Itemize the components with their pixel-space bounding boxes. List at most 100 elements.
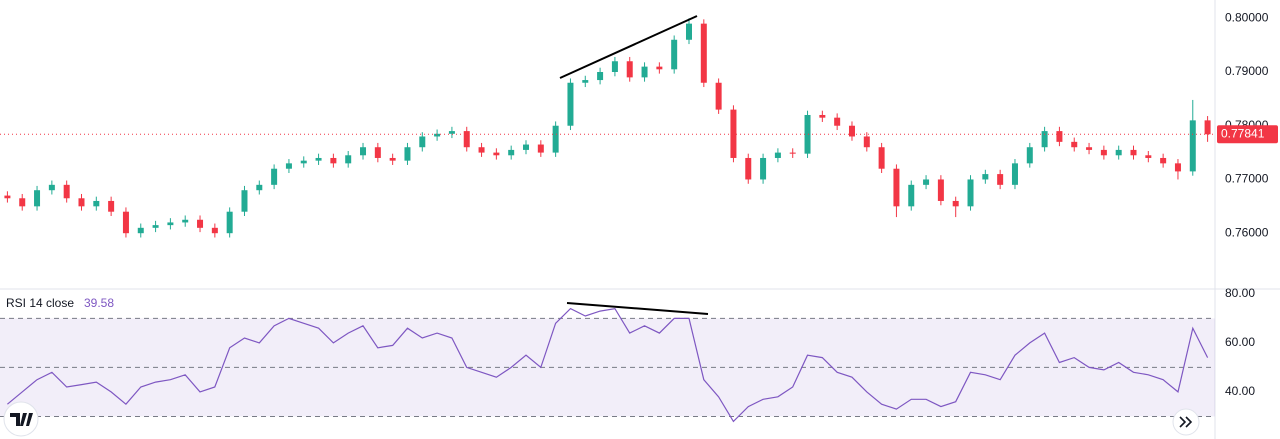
candle-body <box>300 160 307 164</box>
candle-body <box>937 179 944 201</box>
candle-body <box>567 82 574 126</box>
candle-body <box>1086 147 1093 150</box>
rsi-pane: 40.00 60.00 80.00 <box>0 286 1255 423</box>
candle-body <box>641 66 648 78</box>
candle-body <box>167 222 174 226</box>
y-tick-label: 0.79000 <box>1225 64 1269 78</box>
candle-body <box>1189 120 1196 172</box>
candle-body <box>211 227 218 234</box>
candle-body <box>345 155 352 164</box>
candle-body <box>537 144 544 153</box>
candle-body <box>1174 163 1181 172</box>
candle-body <box>152 225 159 228</box>
candle-body <box>271 168 278 185</box>
rsi-line <box>7 307 1209 423</box>
candle-body <box>952 200 959 207</box>
candle-body <box>730 109 737 158</box>
y-tick-label: 60.00 <box>1225 335 1255 349</box>
candle-body <box>419 136 426 148</box>
candle-body <box>997 174 1004 185</box>
candle-body <box>1204 120 1211 135</box>
y-tick-label: 40.00 <box>1225 384 1255 398</box>
candle-body <box>878 147 885 169</box>
last-price-label: 0.77841 <box>1221 126 1265 140</box>
candle-body <box>285 163 292 169</box>
candle-body <box>685 23 692 40</box>
candle-body <box>1056 131 1063 142</box>
price-pane: 0.760000.770000.780000.790000.800000.778… <box>0 10 1278 239</box>
trendline <box>559 15 698 79</box>
candle-body <box>4 195 11 199</box>
logo <box>3 401 39 437</box>
candle-body <box>1041 131 1048 148</box>
candle-body <box>967 179 974 207</box>
candle-body <box>789 152 796 154</box>
candle-body <box>819 114 826 118</box>
candle-body <box>611 61 618 72</box>
candle-body <box>374 147 381 158</box>
candle-body <box>360 147 367 156</box>
candle-body <box>982 174 989 180</box>
candle-body <box>582 80 589 83</box>
candle-body <box>182 219 189 223</box>
candle-body <box>760 157 767 180</box>
candle-body <box>1100 149 1107 156</box>
candle-body <box>463 131 470 148</box>
candle-body <box>1071 141 1078 148</box>
rsi-value: 39.58 <box>84 296 114 310</box>
y-tick-label: 0.80000 <box>1225 10 1269 24</box>
candle-body <box>715 82 722 110</box>
candle-body <box>597 72 604 81</box>
candle-body <box>908 184 915 207</box>
candle-body <box>493 152 500 156</box>
candle-body <box>256 184 263 191</box>
candle-body <box>478 147 485 153</box>
rsi-title: RSI 14 close <box>6 296 74 310</box>
candle-body <box>34 190 41 207</box>
y-tick-label: 0.77000 <box>1225 172 1269 186</box>
candle-body <box>863 136 870 148</box>
candle-body <box>508 149 515 156</box>
candle-body <box>93 200 100 207</box>
y-tick-label: 0.76000 <box>1225 225 1269 239</box>
candle-body <box>122 211 129 234</box>
candle-body <box>404 147 411 161</box>
candle-body <box>523 144 530 150</box>
candle-body <box>434 133 441 137</box>
candle-body <box>1115 149 1122 156</box>
candle-body <box>48 184 55 191</box>
candle-body <box>1026 147 1033 164</box>
candle-body <box>656 66 663 70</box>
candle-body <box>1011 163 1018 185</box>
candle-body <box>834 117 841 126</box>
candle-body <box>804 114 811 154</box>
candle-body <box>226 211 233 234</box>
candle-body <box>1160 157 1167 164</box>
candle-body <box>315 157 322 161</box>
candle-body <box>626 61 633 78</box>
candle-body <box>108 200 115 212</box>
trendline <box>566 302 709 315</box>
candle-body <box>197 219 204 228</box>
last-price-box <box>1217 125 1278 144</box>
scroll-button[interactable] <box>1172 408 1200 436</box>
candle-body <box>552 125 559 153</box>
candle-body <box>63 184 70 199</box>
candle-body <box>241 190 248 212</box>
candle-body <box>19 198 26 207</box>
candle-body <box>389 157 396 161</box>
candle-body <box>1130 149 1137 156</box>
candle-body <box>923 179 930 185</box>
candle-body <box>671 39 678 70</box>
candle-body <box>137 227 144 234</box>
candle-body <box>78 198 85 207</box>
candle-body <box>700 23 707 83</box>
y-tick-label: 80.00 <box>1225 286 1255 300</box>
candle-body <box>774 152 781 158</box>
candle-body <box>848 125 855 137</box>
candle-body <box>893 168 900 207</box>
candle-body <box>448 131 455 134</box>
candle-body <box>330 157 337 164</box>
candle-body <box>1145 155 1152 158</box>
